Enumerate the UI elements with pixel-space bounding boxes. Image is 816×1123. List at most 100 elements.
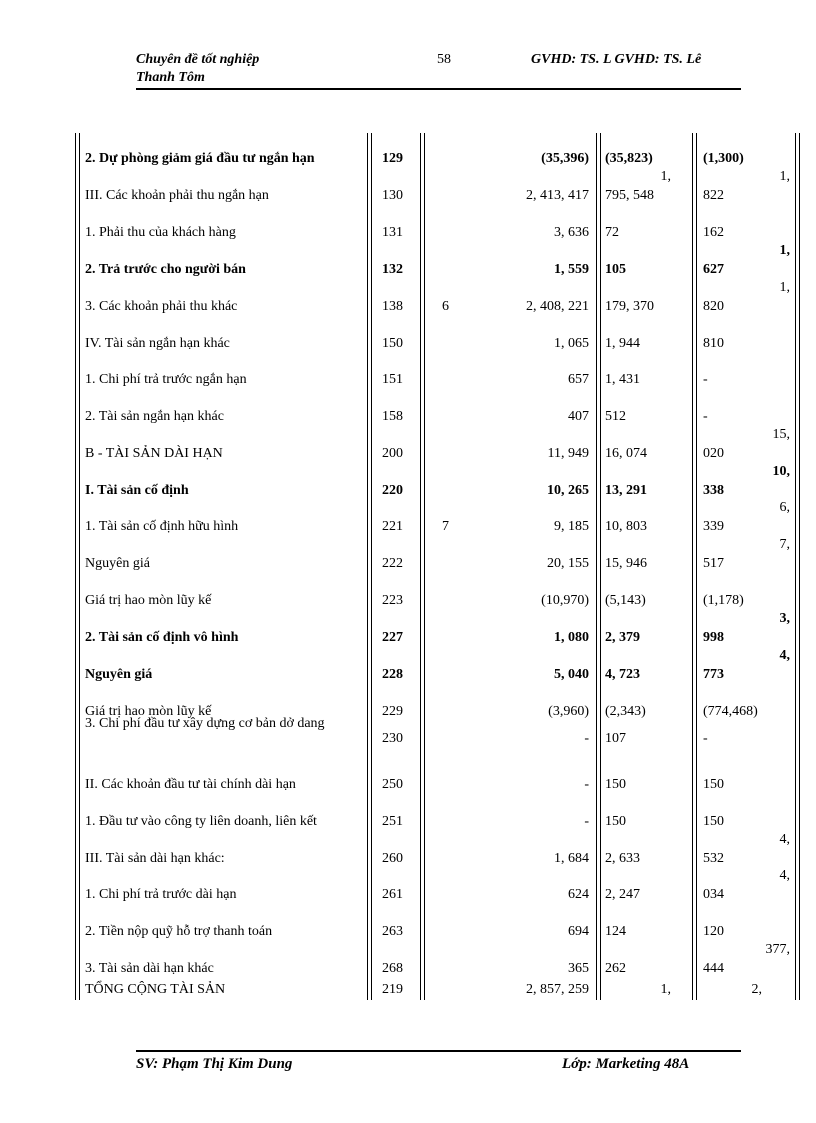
value-col2: 2, 379: [605, 630, 640, 645]
column-rule: [424, 133, 425, 1000]
row-code: 220: [382, 483, 403, 498]
row-label: 1. Tài sản cố định hữu hình: [85, 519, 239, 534]
row-label: 2. Tài sản cố định vô hình: [85, 630, 239, 645]
value-col3: 822: [703, 188, 724, 203]
row-code: 222: [382, 556, 403, 571]
column-rule: [596, 133, 597, 1000]
header-right: GVHD: TS. L GVHD: TS. Lê: [531, 52, 702, 67]
row-label: III. Các khoản phải thu ngắn hạn: [85, 188, 269, 203]
column-rule: [420, 133, 421, 1000]
value-col3: 034: [703, 887, 724, 902]
value-col3: 627: [703, 262, 724, 277]
header-left: Chuyên đề tốt nghiệp: [136, 52, 260, 67]
row-label: II. Các khoản đầu tư tài chính dài hạn: [85, 777, 296, 792]
column-rule: [692, 133, 693, 1000]
wrapped-fragment: 6,: [779, 500, 791, 515]
row-label: 1. Phải thu của khách hàng: [85, 225, 236, 240]
row-code: 132: [382, 262, 403, 277]
row-label: I. Tài sản cố định: [85, 483, 189, 498]
value-col3: 339: [703, 519, 724, 534]
row-label: Giá trị hao mòn lũy kế: [85, 704, 212, 719]
value-col3: 338: [703, 483, 724, 498]
value-col2: (35,823): [605, 151, 653, 166]
footer-left: SV: Phạm Thị Kim Dung: [136, 1056, 293, 1072]
value-col1: 1, 065: [554, 336, 589, 351]
row-label: 1. Chi phí trả trước dài hạn: [85, 887, 237, 902]
value-col1: 407: [568, 409, 589, 424]
row-code: 223: [382, 593, 403, 608]
row-code: 250: [382, 777, 403, 792]
value-col1: 9, 185: [554, 519, 589, 534]
row-label: TỔNG CỘNG TÀI SẢN: [85, 982, 226, 997]
value-col1: (3,960): [548, 704, 589, 719]
value-col2: 10, 803: [605, 519, 647, 534]
value-col2: (5,143): [605, 593, 646, 608]
value-col3: 810: [703, 336, 724, 351]
wrapped-fragment: 1,: [779, 280, 791, 295]
row-code: 261: [382, 887, 403, 902]
footer-right: Lớp: Marketing 48A: [562, 1056, 690, 1072]
row-code: 227: [382, 630, 403, 645]
row-note: 7: [442, 519, 449, 534]
row-code: 200: [382, 446, 403, 461]
row-label: Nguyên giá: [85, 667, 153, 682]
value-col3: -: [703, 372, 708, 387]
row-code: 251: [382, 814, 403, 829]
value-col1: -: [584, 777, 589, 792]
row-code: 138: [382, 299, 403, 314]
wrapped-fragment: 3,: [779, 611, 791, 626]
value-col3: 120: [703, 924, 724, 939]
row-code: 260: [382, 851, 403, 866]
value-col1: 11, 949: [547, 446, 589, 461]
row-code: 150: [382, 336, 403, 351]
value-col3: 517: [703, 556, 724, 571]
wrapped-fragment: 15,: [772, 427, 791, 442]
wrapped-fragment: 7,: [779, 537, 791, 552]
row-label: 2. Trả trước cho người bán: [85, 262, 246, 277]
value-col1: 2, 408, 221: [526, 299, 589, 314]
row-code: 130: [382, 188, 403, 203]
value-col2: 512: [605, 409, 626, 424]
value-col1: 2, 413, 417: [526, 188, 589, 203]
value-col3: (1,178): [703, 593, 744, 608]
value-col1: 10, 265: [547, 483, 589, 498]
row-label: 1. Chi phí trả trước ngắn hạn: [85, 372, 247, 387]
value-col2: 72: [605, 225, 619, 240]
value-col1: 20, 155: [547, 556, 589, 571]
row-label: Giá trị hao mòn lũy kế: [85, 593, 212, 608]
value-col2: 262: [605, 961, 626, 976]
row-label: 1. Đầu tư vào công ty liên doanh, liên k…: [85, 814, 317, 829]
value-col1: 1, 080: [554, 630, 589, 645]
column-rule: [696, 133, 697, 1000]
value-col3: 820: [703, 299, 724, 314]
value-col1: 5, 040: [554, 667, 589, 682]
value-col2: 13, 291: [605, 483, 647, 498]
row-code: 221: [382, 519, 403, 534]
value-col3: 150: [703, 814, 724, 829]
value-col2: (2,343): [605, 704, 646, 719]
value-col2: 1, 431: [605, 372, 640, 387]
value-col3: 444: [703, 961, 724, 976]
header-left-2: Thanh Tôm: [136, 70, 205, 85]
wrapped-fragment: 1,: [779, 169, 791, 184]
row-label: III. Tài sản dài hạn khác:: [85, 851, 225, 866]
value-col2: 1, 944: [605, 336, 640, 351]
value-col1: 1, 559: [554, 262, 589, 277]
wrapped-fragment: 4,: [779, 832, 791, 847]
value-col2: 16, 074: [605, 446, 647, 461]
row-code: 158: [382, 409, 403, 424]
value-col2: 4, 723: [605, 667, 640, 682]
value-col2: 107: [605, 731, 626, 746]
column-rule: [799, 133, 800, 1000]
value-col3: 773: [703, 667, 724, 682]
row-code: 131: [382, 225, 403, 240]
row-label: Nguyên giá: [85, 556, 150, 571]
value-col1: 1, 684: [554, 851, 589, 866]
row-label: 2. Tài sản ngắn hạn khác: [85, 409, 224, 424]
value-col3: 150: [703, 777, 724, 792]
value-col3: -: [703, 409, 708, 424]
value-col2: 795, 548: [605, 188, 654, 203]
value-col3: (1,300): [703, 151, 744, 166]
value-col1: -: [584, 731, 589, 746]
value-col1: 694: [568, 924, 589, 939]
